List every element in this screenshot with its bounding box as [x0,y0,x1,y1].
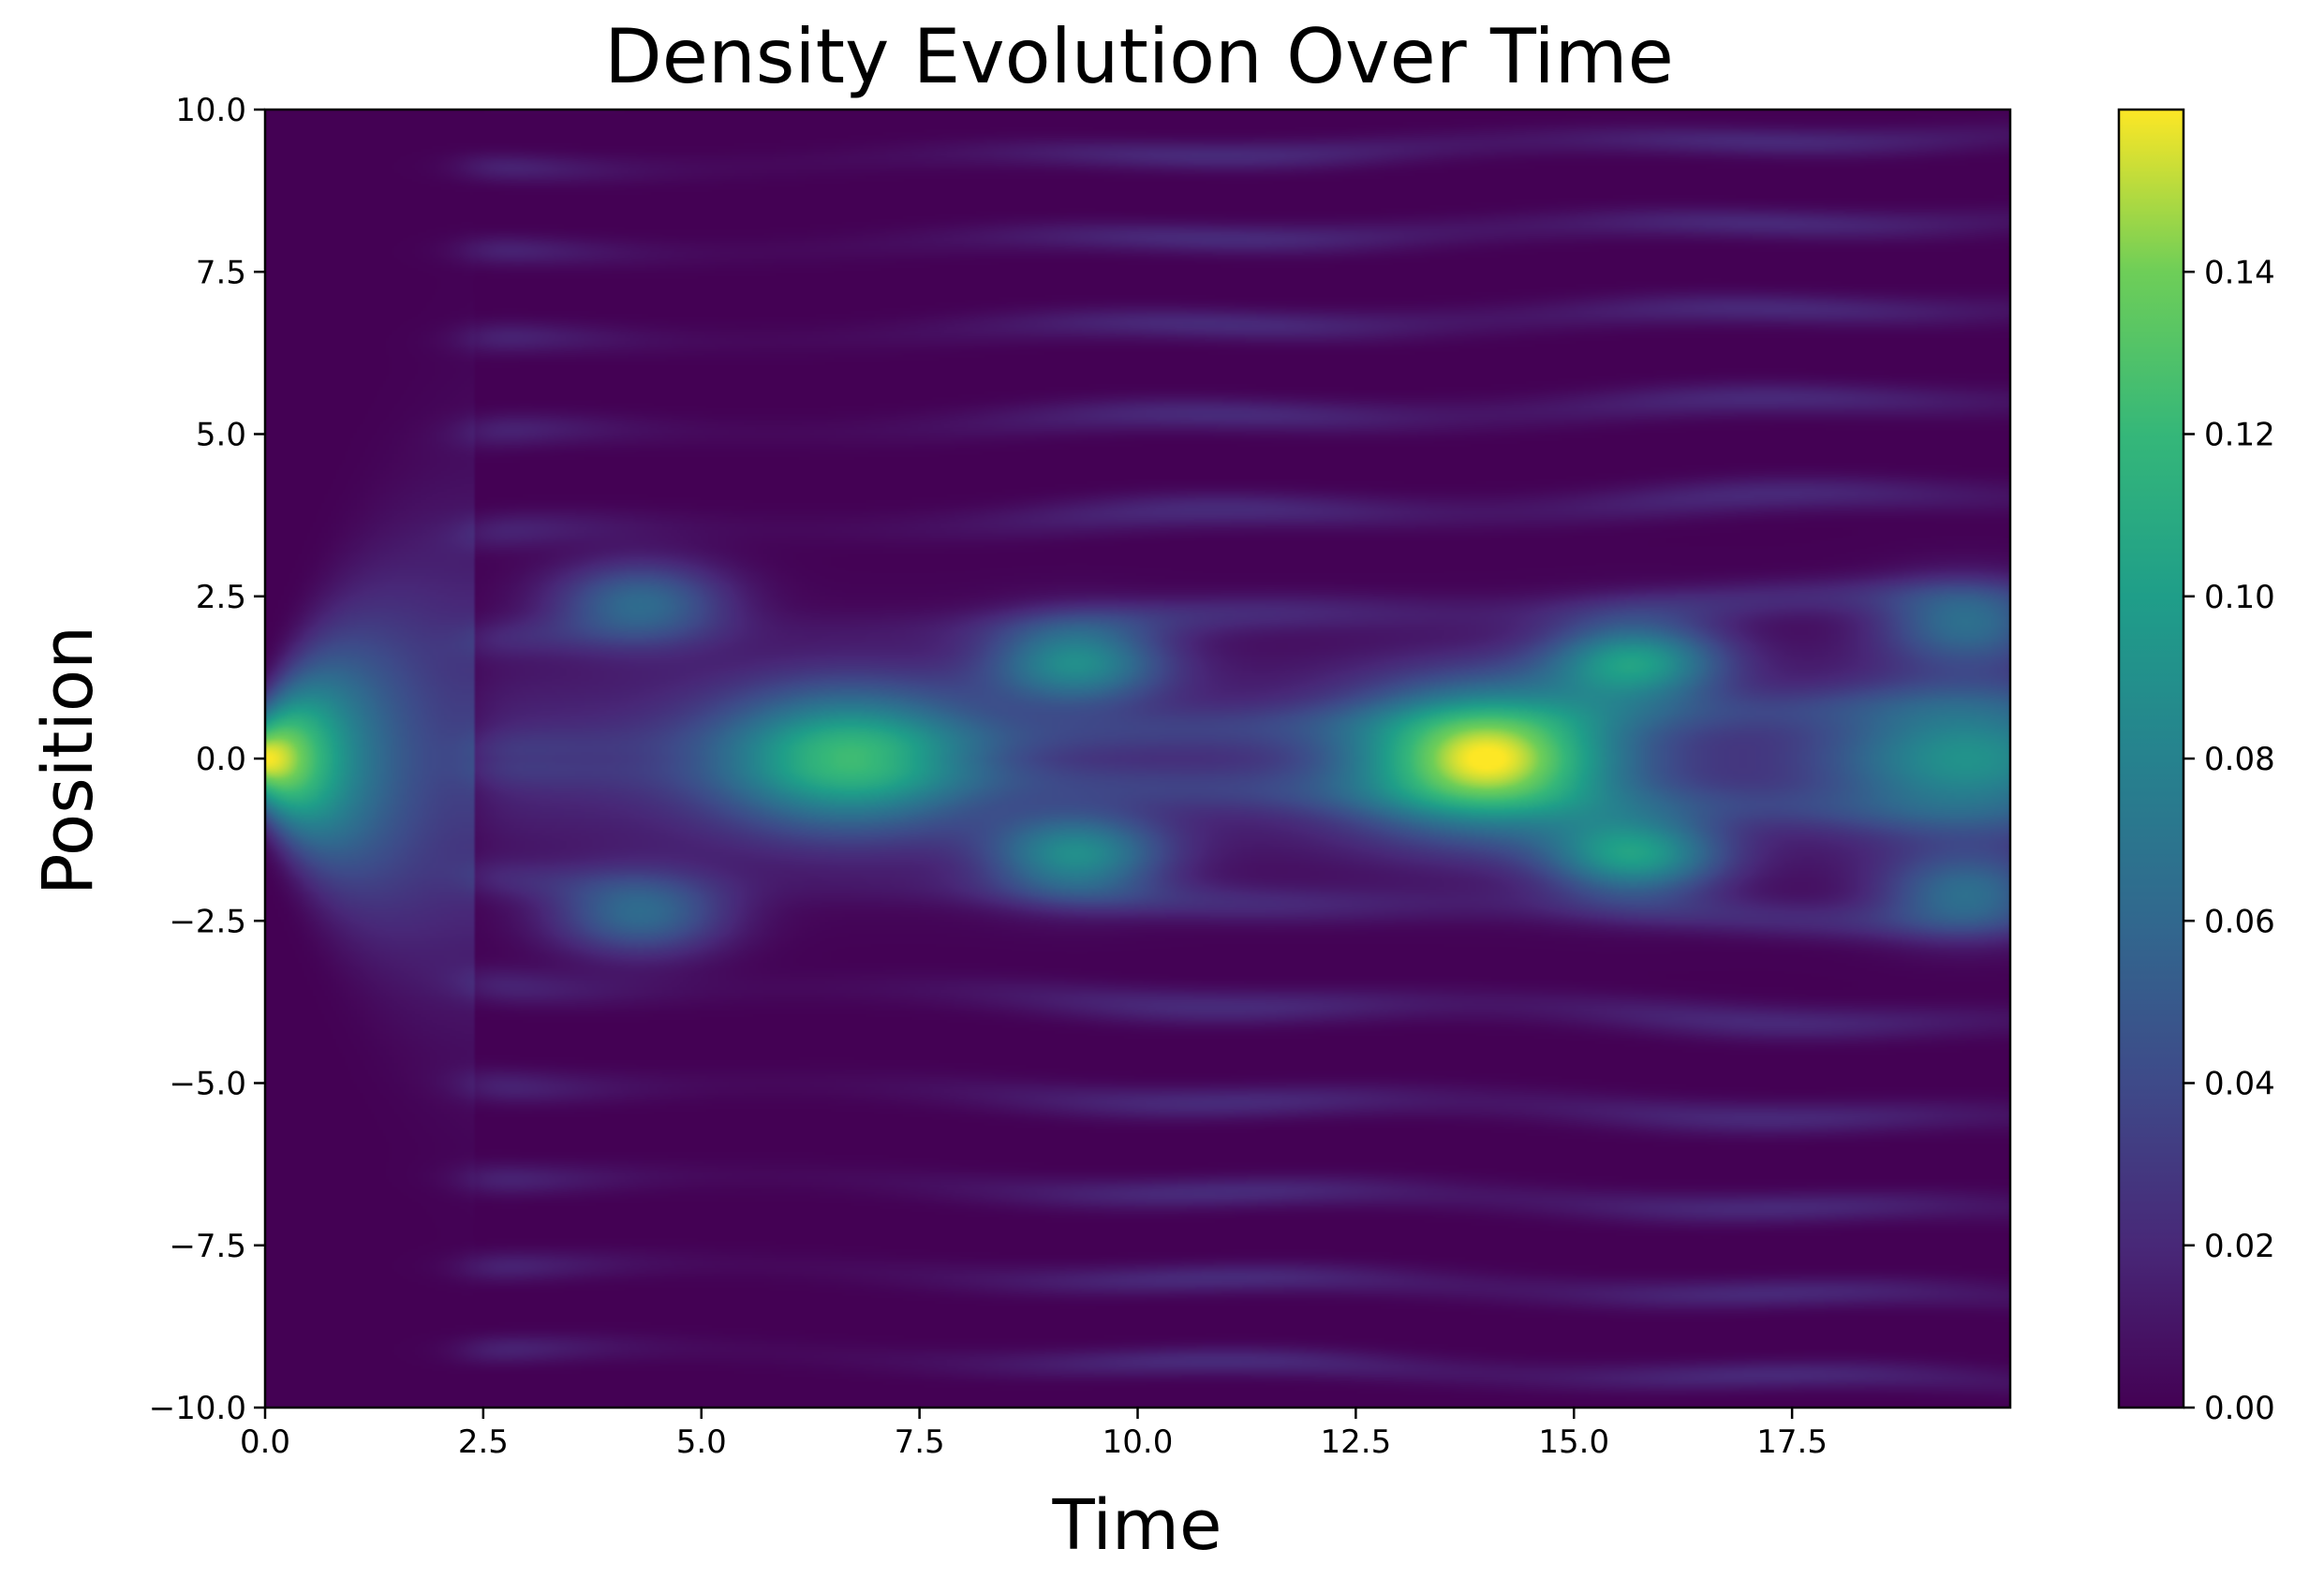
x-tick-label: 10.0 [1103,1423,1174,1461]
x-tick-label: 2.5 [458,1423,509,1461]
y-tick-label: −2.5 [169,903,246,940]
y-tick-label: 0.0 [196,741,246,778]
colorbar-tick-label: 0.00 [2204,1390,2275,1427]
y-tick-label: −7.5 [169,1228,246,1265]
colorbar-tick-label: 0.10 [2204,579,2275,616]
colorbar: 0.00 0.02 0.04 0.06 0.08 0.10 0.12 0.14 [2117,108,2275,1427]
x-axis-ticks: 0.0 2.5 5.0 7.5 10.0 12.5 15.0 17.5 [240,1408,1828,1461]
x-tick-label: 5.0 [676,1423,727,1461]
plot-area [263,108,2012,1409]
x-tick-label: 15.0 [1538,1423,1609,1461]
colorbar-tick-label: 0.08 [2204,741,2275,778]
x-tick-label: 12.5 [1321,1423,1392,1461]
y-tick-label: 2.5 [196,579,246,616]
colorbar-gradient [2117,108,2185,1409]
colorbar-tick-label: 0.14 [2204,254,2275,291]
heatmap-image [265,110,2010,1408]
colorbar-ticks: 0.00 0.02 0.04 0.06 0.08 0.10 0.12 0.14 [2183,254,2275,1427]
chart-title: Density Evolution Over Time [604,13,1674,100]
colorbar-tick-label: 0.04 [2204,1066,2275,1103]
y-axis-label: Position [28,626,109,895]
y-tick-label: −10.0 [149,1390,246,1427]
y-tick-label: −5.0 [169,1066,246,1103]
colorbar-tick-label: 0.02 [2204,1228,2275,1265]
x-axis-label: Time [1051,1485,1221,1566]
y-tick-label: 10.0 [175,92,246,129]
x-tick-label: 0.0 [240,1423,290,1461]
x-tick-label: 17.5 [1756,1423,1828,1461]
y-axis-ticks: 10.0 7.5 5.0 2.5 0.0 −2.5 −5.0 −7.5 −10.0 [149,92,265,1427]
y-tick-label: 5.0 [196,417,246,454]
colorbar-tick-label: 0.12 [2204,417,2275,454]
y-tick-label: 7.5 [196,254,246,291]
x-tick-label: 7.5 [895,1423,945,1461]
colorbar-tick-label: 0.06 [2204,903,2275,940]
